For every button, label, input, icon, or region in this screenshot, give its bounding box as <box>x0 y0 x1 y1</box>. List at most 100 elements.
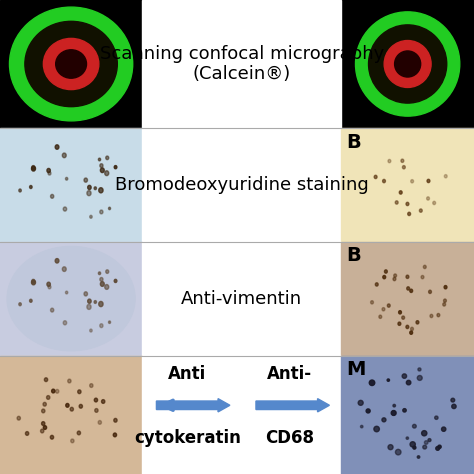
Bar <box>341 356 474 474</box>
Ellipse shape <box>417 375 422 381</box>
Bar <box>142 242 341 356</box>
Ellipse shape <box>375 283 378 286</box>
Ellipse shape <box>99 301 103 307</box>
Ellipse shape <box>52 389 55 393</box>
Text: CD68: CD68 <box>264 429 314 447</box>
Ellipse shape <box>402 374 407 378</box>
Ellipse shape <box>65 291 68 294</box>
Ellipse shape <box>98 420 101 424</box>
Ellipse shape <box>438 445 441 448</box>
Ellipse shape <box>62 267 66 272</box>
Ellipse shape <box>430 314 433 318</box>
Ellipse shape <box>394 51 421 77</box>
Ellipse shape <box>78 390 81 393</box>
Ellipse shape <box>106 156 109 160</box>
Ellipse shape <box>395 449 401 455</box>
Ellipse shape <box>406 437 409 439</box>
Ellipse shape <box>48 285 51 289</box>
Ellipse shape <box>79 404 82 408</box>
Ellipse shape <box>90 329 92 332</box>
Text: Bromodeoxyuridine staining: Bromodeoxyuridine staining <box>115 176 369 194</box>
Ellipse shape <box>41 429 44 433</box>
Text: Anti: Anti <box>168 365 206 383</box>
Ellipse shape <box>55 145 59 149</box>
Ellipse shape <box>421 275 424 279</box>
Ellipse shape <box>106 270 109 273</box>
FancyArrow shape <box>156 399 230 412</box>
Ellipse shape <box>29 299 32 302</box>
Bar <box>341 242 474 356</box>
Ellipse shape <box>433 201 436 205</box>
Ellipse shape <box>387 379 390 381</box>
Ellipse shape <box>428 438 431 442</box>
Ellipse shape <box>45 378 48 382</box>
Ellipse shape <box>114 165 117 169</box>
Text: B: B <box>346 246 361 265</box>
Ellipse shape <box>402 165 405 169</box>
Ellipse shape <box>101 400 105 403</box>
Text: Scanning confocal micrography
(Calcein®): Scanning confocal micrography (Calcein®) <box>100 45 384 83</box>
Ellipse shape <box>25 21 117 107</box>
Ellipse shape <box>51 194 54 198</box>
Ellipse shape <box>71 439 74 443</box>
Ellipse shape <box>428 290 431 293</box>
Ellipse shape <box>100 324 103 328</box>
Ellipse shape <box>356 12 460 116</box>
Ellipse shape <box>410 327 413 330</box>
Ellipse shape <box>114 279 117 283</box>
Ellipse shape <box>444 299 447 302</box>
Ellipse shape <box>66 403 69 407</box>
Ellipse shape <box>395 201 398 204</box>
Ellipse shape <box>109 207 110 210</box>
Ellipse shape <box>88 299 91 303</box>
Ellipse shape <box>88 185 91 190</box>
Ellipse shape <box>19 303 21 306</box>
Ellipse shape <box>398 322 401 325</box>
Bar <box>0 128 142 242</box>
Bar <box>0 356 142 474</box>
Ellipse shape <box>63 207 67 211</box>
Ellipse shape <box>87 191 91 196</box>
Ellipse shape <box>94 301 97 303</box>
Ellipse shape <box>84 292 88 296</box>
Ellipse shape <box>391 410 396 415</box>
Ellipse shape <box>383 179 385 182</box>
Ellipse shape <box>421 430 427 436</box>
Ellipse shape <box>427 197 429 200</box>
Ellipse shape <box>17 416 20 420</box>
Ellipse shape <box>99 188 103 193</box>
Ellipse shape <box>382 418 386 422</box>
Ellipse shape <box>65 177 68 180</box>
Ellipse shape <box>427 179 430 182</box>
Ellipse shape <box>369 380 375 385</box>
Ellipse shape <box>401 159 404 163</box>
Ellipse shape <box>406 275 409 278</box>
Ellipse shape <box>423 265 426 269</box>
Ellipse shape <box>423 445 427 449</box>
Ellipse shape <box>394 274 397 277</box>
Ellipse shape <box>435 416 438 419</box>
Ellipse shape <box>451 398 455 402</box>
Ellipse shape <box>443 303 446 306</box>
Ellipse shape <box>87 304 91 310</box>
Ellipse shape <box>406 380 411 385</box>
Bar <box>0 0 142 128</box>
Ellipse shape <box>358 401 363 405</box>
Ellipse shape <box>436 447 439 450</box>
Ellipse shape <box>419 209 422 212</box>
Ellipse shape <box>7 363 135 467</box>
Ellipse shape <box>441 427 446 431</box>
Ellipse shape <box>387 304 390 307</box>
Ellipse shape <box>416 321 419 324</box>
Ellipse shape <box>361 425 363 428</box>
Ellipse shape <box>417 456 420 458</box>
Ellipse shape <box>105 171 109 176</box>
Ellipse shape <box>43 402 46 406</box>
Ellipse shape <box>384 41 431 88</box>
Ellipse shape <box>379 315 382 319</box>
Bar <box>142 128 341 242</box>
Ellipse shape <box>384 270 387 273</box>
Ellipse shape <box>407 287 410 290</box>
Ellipse shape <box>47 282 50 286</box>
Ellipse shape <box>374 426 379 432</box>
